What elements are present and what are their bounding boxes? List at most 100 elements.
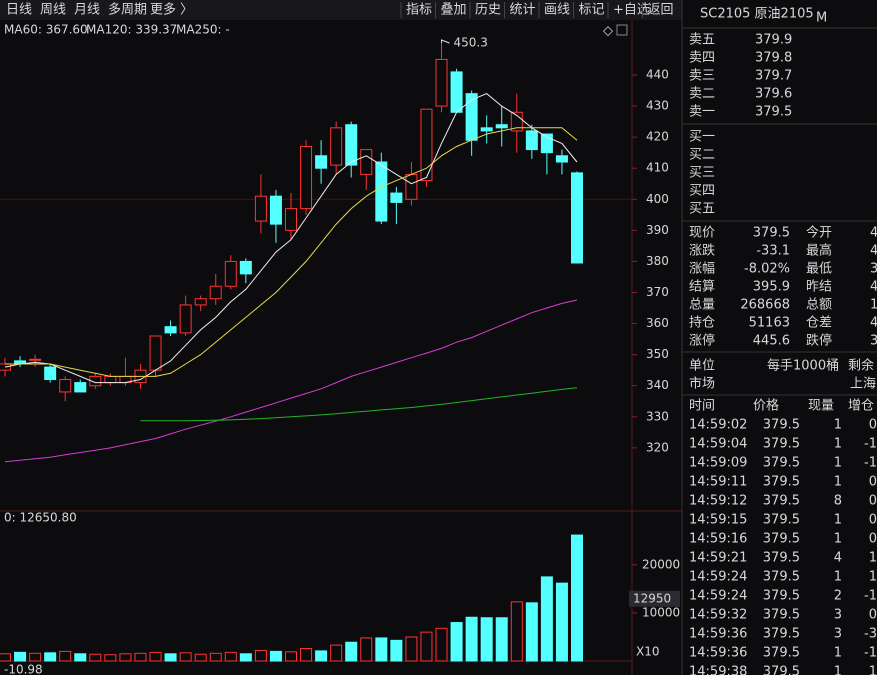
separators xyxy=(682,27,877,396)
stat-value: 4 xyxy=(870,316,877,331)
remaining-label: 剩余 xyxy=(848,358,874,374)
stat-value: 445.6 xyxy=(753,334,790,349)
stat-value: 51163 xyxy=(749,316,790,331)
trade-volume: 1 xyxy=(834,532,842,547)
volume-bar xyxy=(435,627,448,662)
trade-price: 379.5 xyxy=(763,570,800,585)
candle-body xyxy=(465,93,478,141)
trade-change: -1 xyxy=(864,456,877,471)
volume-bar xyxy=(285,651,297,662)
trade-volume: 1 xyxy=(834,475,842,490)
candle-body xyxy=(209,285,222,300)
trade-volume: 1 xyxy=(834,570,842,585)
volume-tick-label: 10000 xyxy=(642,605,680,619)
candle-body xyxy=(89,375,102,387)
volume-current-box xyxy=(629,590,680,607)
period-tab[interactable]: 日线 xyxy=(6,3,32,18)
candle-body xyxy=(510,111,523,132)
trade-time: 14:59:24 xyxy=(689,589,747,604)
trade-time: 14:59:32 xyxy=(689,608,747,623)
trade-change: 0 xyxy=(869,494,877,509)
trade-price: 379.5 xyxy=(763,551,800,566)
ma-line xyxy=(140,387,578,422)
ask-label: 卖四 xyxy=(689,51,715,66)
candle-body xyxy=(540,133,553,154)
trade-change: 0 xyxy=(869,513,877,528)
trade-time: 14:59:24 xyxy=(689,570,747,585)
diamond-icon[interactable]: ◇ xyxy=(603,24,613,39)
trade-time: 14:59:09 xyxy=(689,456,747,471)
period-tab[interactable]: 周线 xyxy=(40,3,66,18)
trade-change: -1 xyxy=(864,589,877,604)
stat-label: 涨跌 xyxy=(689,243,715,259)
candle-body xyxy=(29,358,42,361)
market-label: 市场 xyxy=(689,376,715,392)
trade-price: 379.5 xyxy=(763,494,800,509)
stat-value: 4 xyxy=(870,280,877,295)
stat-label: 跌停 xyxy=(806,333,832,349)
volume-bar xyxy=(254,649,267,662)
high-flag xyxy=(441,39,450,44)
trades-header: 现量 xyxy=(808,399,834,414)
stat-label: 涨幅 xyxy=(689,262,715,277)
volume-bar xyxy=(540,576,553,662)
volume-bar xyxy=(104,654,117,662)
tool-button[interactable]: 统计 xyxy=(510,3,536,18)
candle-body xyxy=(224,260,237,287)
trade-price: 379.5 xyxy=(763,475,800,490)
trade-time: 14:59:21 xyxy=(689,551,747,566)
tool-button[interactable]: 指标 xyxy=(406,3,432,18)
stat-label: 仓差 xyxy=(806,316,832,331)
volume-bar xyxy=(555,582,568,662)
volume-bar xyxy=(480,617,493,662)
stat-label: 总额 xyxy=(806,298,832,313)
volume-bar xyxy=(315,650,328,662)
trade-time: 14:59:36 xyxy=(689,646,747,661)
trade-price: 379.5 xyxy=(763,418,800,433)
stat-value: 10 xyxy=(870,298,877,313)
trade-volume: 2 xyxy=(834,589,842,604)
stat-label: 涨停 xyxy=(689,333,715,349)
trade-change: 0 xyxy=(869,475,877,490)
stat-value: -33.1 xyxy=(756,244,790,259)
volume-bar xyxy=(525,602,538,662)
tool-button[interactable]: 叠加 xyxy=(441,3,467,18)
candle-body xyxy=(179,304,192,334)
candle-body xyxy=(405,173,418,200)
tool-button[interactable]: 标记 xyxy=(579,3,605,18)
tool-button[interactable]: 画线 xyxy=(544,3,570,18)
y-tick-label: 440 xyxy=(646,67,669,81)
volume-bar xyxy=(420,631,433,662)
trade-volume: 1 xyxy=(834,665,842,675)
candle-body xyxy=(300,145,313,210)
candle-body xyxy=(44,366,57,380)
trade-price: 379.5 xyxy=(763,532,800,547)
tool-button[interactable]: +自选 xyxy=(613,3,650,18)
trade-time: 14:59:04 xyxy=(689,437,747,452)
y-tick-label: 390 xyxy=(646,223,669,237)
stat-label: 现价 xyxy=(689,226,715,241)
window-icon[interactable] xyxy=(616,24,628,36)
ma-label: MA60: 367.60 xyxy=(4,23,88,37)
tool-button[interactable]: 返回 xyxy=(648,3,674,18)
period-tab[interactable]: 月线 xyxy=(74,3,100,18)
candle-body xyxy=(59,378,72,393)
trade-change: 1 xyxy=(869,551,877,566)
volume-bar xyxy=(194,653,207,662)
period-tab[interactable]: 多周期 xyxy=(108,2,147,18)
stat-label: 最高 xyxy=(806,243,832,259)
high-label: 450.3 xyxy=(454,35,488,49)
ask-label: 卖三 xyxy=(689,69,715,84)
candle-body xyxy=(194,298,207,306)
volume-bar xyxy=(330,644,343,662)
volume-bar xyxy=(224,651,237,662)
tool-button[interactable]: 历史 xyxy=(475,3,501,18)
y-tick-label: 430 xyxy=(646,99,669,113)
trade-change: 1 xyxy=(869,665,877,675)
trade-time: 14:59:15 xyxy=(689,513,747,528)
period-tab[interactable]: 更多 〉 xyxy=(150,2,193,18)
trade-price: 379.5 xyxy=(763,456,800,471)
candle-body xyxy=(330,127,343,166)
stat-label: 昨结 xyxy=(806,280,832,295)
candle-body xyxy=(254,195,267,222)
